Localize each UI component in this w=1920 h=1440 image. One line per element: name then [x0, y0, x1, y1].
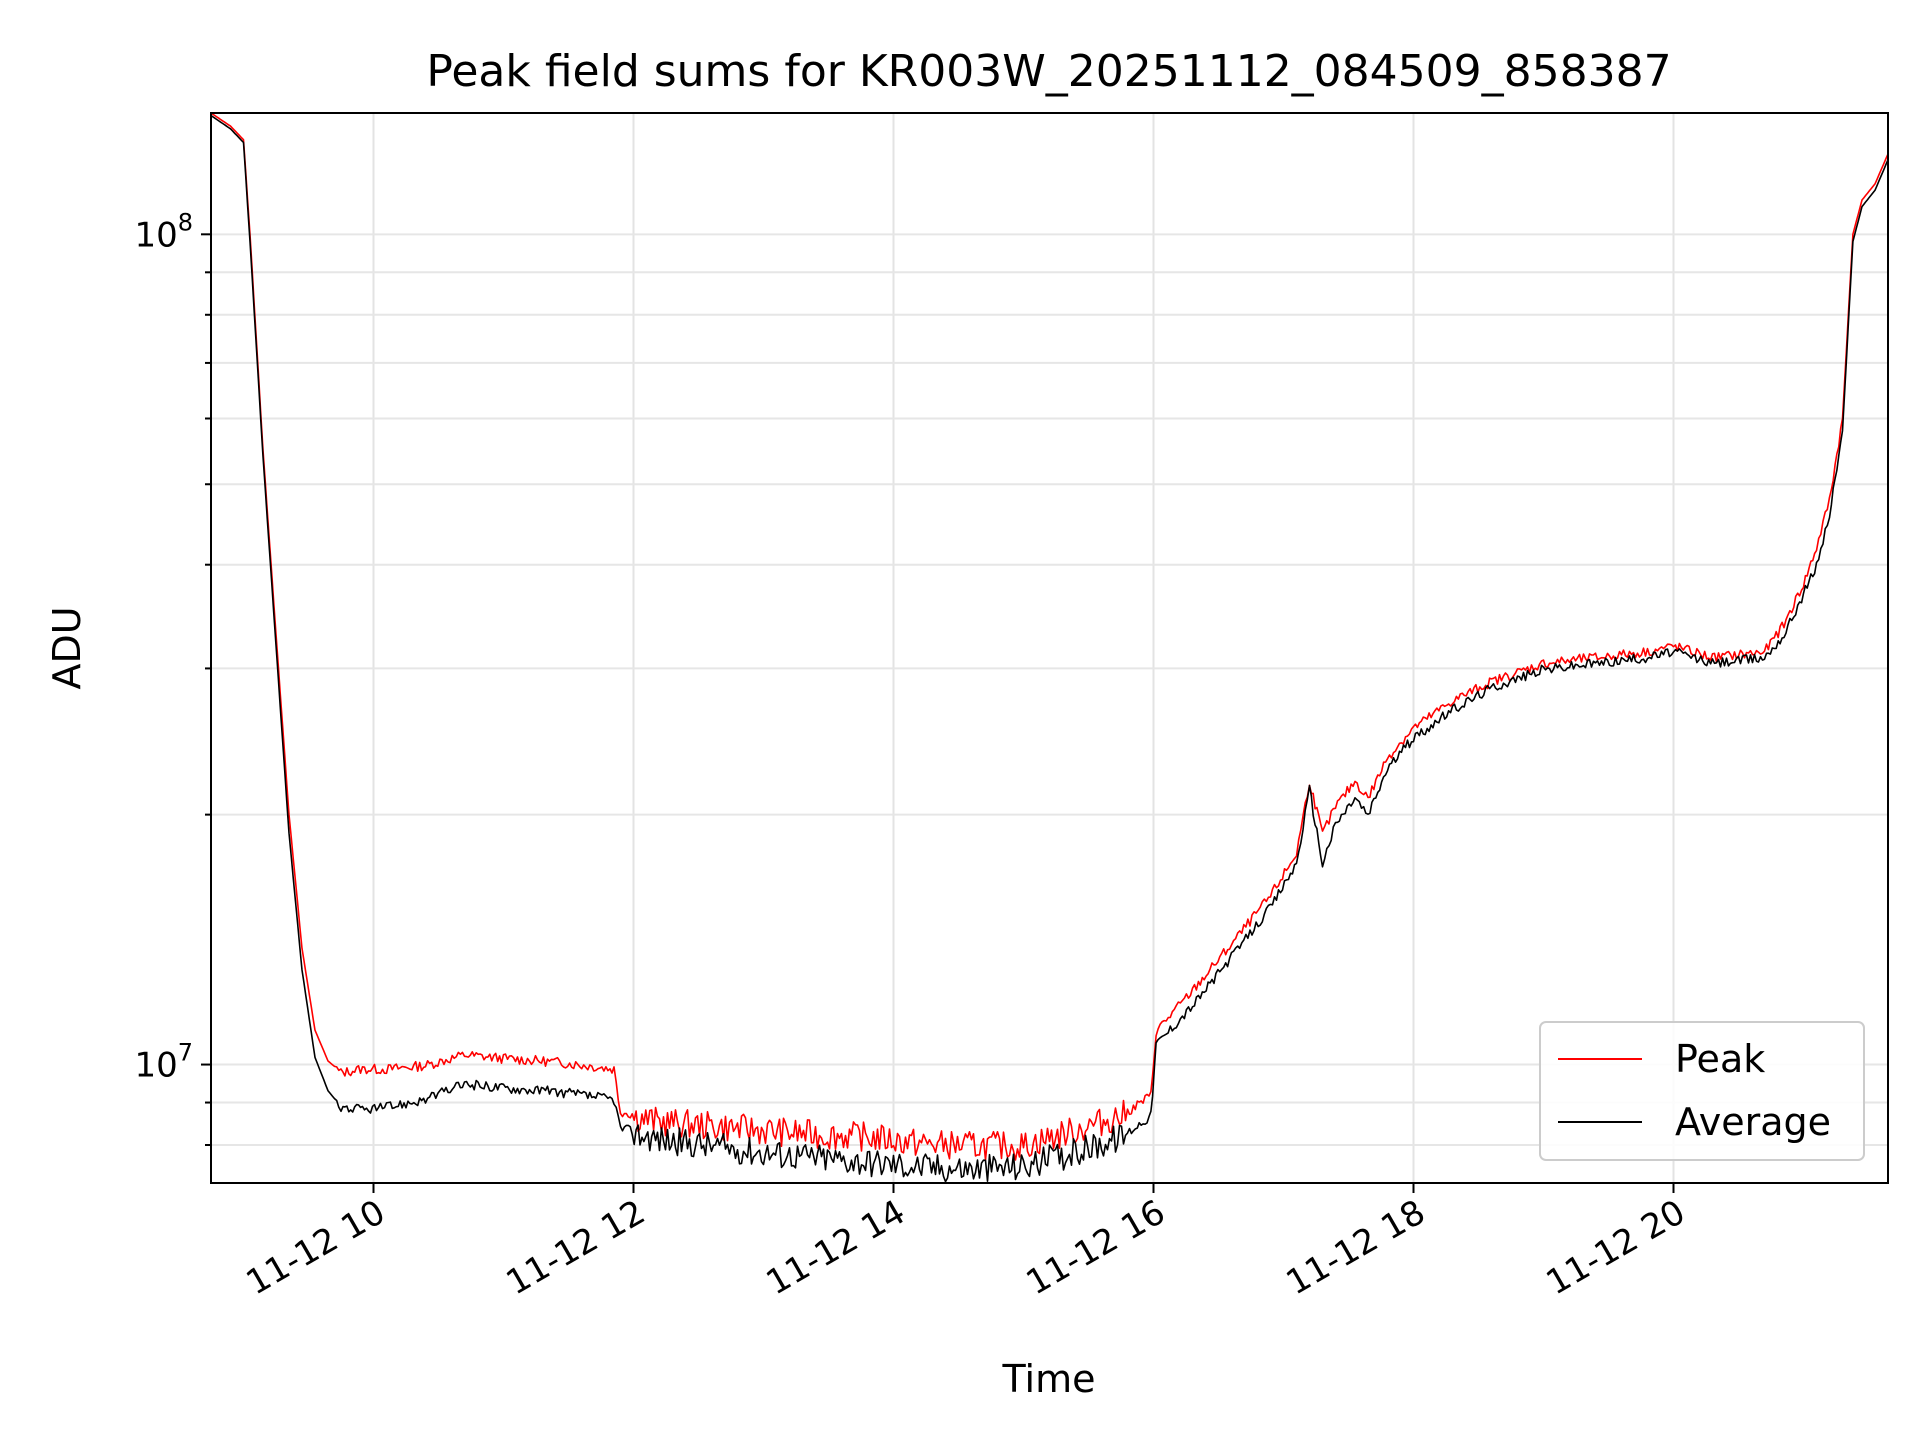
- legend-label-peak: Peak: [1675, 1037, 1765, 1081]
- y-tick-label-0: 107: [134, 1039, 193, 1086]
- legend-box: [1539, 1021, 1865, 1161]
- series-line-peak: [211, 113, 1888, 1161]
- y-axis-label: ADU: [45, 606, 89, 689]
- series-line-average: [211, 114, 1888, 1183]
- grid: [211, 113, 1888, 1183]
- legend-label-average: Average: [1675, 1100, 1831, 1144]
- legend: Peak Average: [1539, 1021, 1865, 1161]
- plot-frame: [210, 112, 1889, 1184]
- x-axis-label: Time: [1002, 1357, 1096, 1401]
- y-axis: 107 108: [134, 208, 211, 1147]
- y-tick-label-1: 108: [134, 208, 193, 255]
- series-group: [211, 113, 1888, 1183]
- chart-title: Peak field sums for KR003W_20251112_0845…: [426, 46, 1671, 97]
